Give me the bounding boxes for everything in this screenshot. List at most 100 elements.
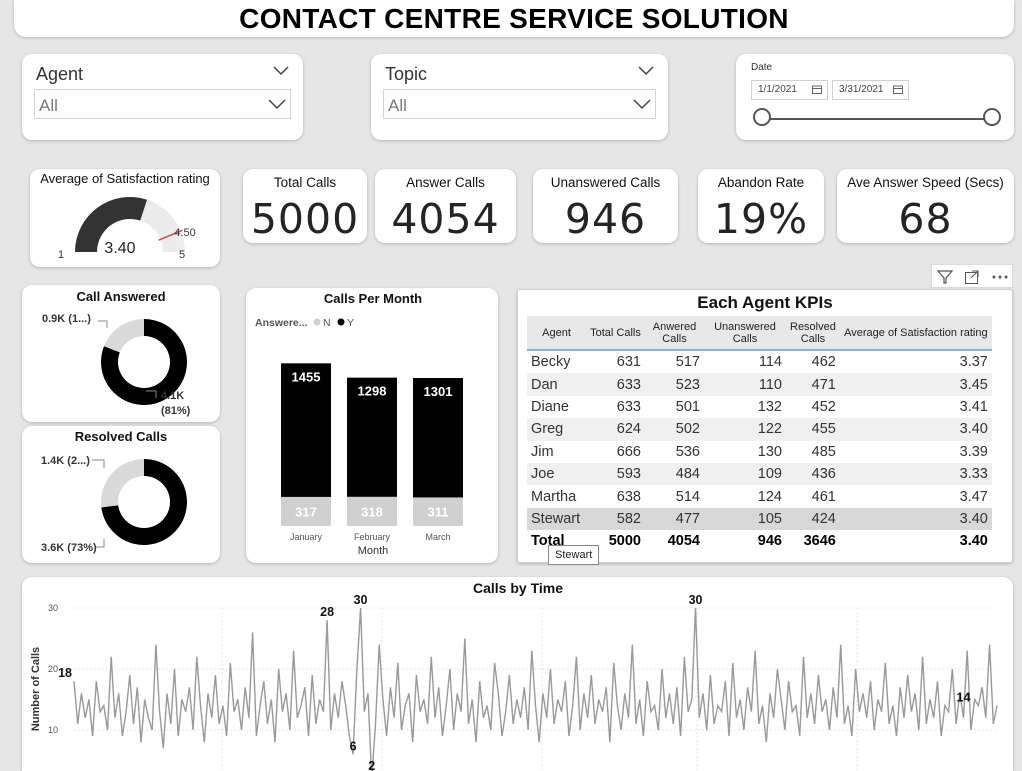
table-cell: 3.39 [959, 443, 988, 460]
table-cell: 5000 [608, 533, 641, 550]
table-cell: 114 [758, 354, 782, 371]
table-cell: 638 [616, 488, 641, 505]
table-cell: Dan [527, 373, 586, 396]
donut-slice-rest [100, 459, 144, 508]
table-cell: 3.41 [959, 398, 988, 415]
x-tick-label: January [290, 532, 323, 542]
donut-big-pct: (81%) [161, 405, 191, 417]
start-date-input[interactable]: 1/1/2021 [751, 80, 828, 100]
agent-slicer[interactable]: Agent All [22, 54, 303, 140]
table-row[interactable]: Jim 666 536 130 485 3.39 [527, 441, 992, 463]
donut-slice-main [100, 319, 187, 405]
focus-mode-icon[interactable] [964, 269, 980, 285]
table-cell: 3.47 [959, 488, 988, 505]
date-range-track[interactable] [762, 118, 994, 120]
row-tooltip: Stewart [548, 545, 600, 565]
data-label: 30 [354, 593, 368, 607]
agent-kpi-card: Each Agent KPIs Agent Total Calls Anwere… [517, 289, 1013, 563]
filter-icon[interactable] [937, 269, 953, 285]
legend-marker-n [313, 318, 321, 326]
data-label: 30 [689, 593, 703, 607]
table-cell: 484 [645, 462, 704, 486]
topic-dropdown[interactable]: All [383, 89, 656, 119]
gauge-title: Average of Satisfaction rating [40, 171, 210, 186]
bar-group: 1455 317 January 1298 318 February 1301 311 Marc… [281, 363, 463, 542]
chevron-down-icon[interactable] [633, 99, 651, 110]
more-options-icon[interactable] [991, 269, 1009, 285]
table-cell: 109 [704, 462, 786, 486]
kpi-label: Unanswered Calls [550, 175, 661, 190]
calendar-icon[interactable] [893, 85, 903, 94]
table-cell: 502 [645, 418, 704, 441]
bar-label-n: 318 [361, 504, 383, 519]
chevron-down-icon[interactable] [273, 66, 289, 76]
gauge-target-label: 4.50 [174, 227, 195, 239]
date-range-end-handle[interactable] [983, 108, 1001, 126]
column-header[interactable]: Unanswered Calls [704, 316, 786, 351]
data-label: 18 [58, 666, 72, 680]
leader-line [92, 459, 105, 468]
call-answered-donut: 0.9K (1...) 4.1K (81%) [42, 313, 191, 417]
table-row[interactable]: Martha 638 514 124 461 3.47 [527, 485, 992, 507]
donut-slice-main [101, 459, 187, 545]
gauge-value: 3.40 [104, 240, 135, 257]
title-banner: CONTACT CENTRE SERVICE SOLUTION [14, 0, 1014, 37]
calls-by-time-card: Calls by Time Number of Calls 10 20 30 18 2… [22, 577, 1013, 771]
annotations: 18 28 30 62 30 14 [58, 593, 970, 771]
table-cell: 3646 [803, 533, 836, 550]
x-tick-label: February [354, 532, 391, 542]
topic-slicer[interactable]: Topic All [371, 54, 668, 140]
table-cell: 452 [811, 398, 836, 415]
table-cell: 593 [586, 462, 645, 486]
calendar-icon[interactable] [812, 85, 822, 94]
table-cell: 424 [786, 507, 840, 531]
data-label: 6 [350, 739, 357, 753]
kpi-label: Total Calls [273, 175, 337, 190]
column-header[interactable]: Resolved Calls [786, 316, 840, 351]
calls-by-time-chart: Calls by Time Number of Calls 10 20 30 18 2… [30, 580, 998, 771]
date-range-start-handle[interactable] [753, 108, 771, 126]
table-total-row[interactable]: Total 5000 4054 946 3646 3.40 [527, 530, 992, 552]
chevron-down-icon[interactable] [268, 99, 286, 110]
bar-label-y: 1298 [358, 384, 387, 399]
topic-slicer-label: Topic [385, 64, 428, 84]
gauge-min-label: 1 [58, 249, 64, 261]
column-header[interactable]: Agent [527, 316, 586, 351]
column-header[interactable]: Anwered Calls [645, 316, 704, 351]
agent-dropdown[interactable]: All [34, 89, 291, 119]
end-date-input[interactable]: 3/31/2021 [832, 80, 909, 100]
gauge-target-marker [158, 229, 183, 241]
table-cell: 130 [757, 443, 782, 460]
bar-label-n: 317 [295, 504, 317, 519]
legend-title: Answere... [255, 317, 308, 329]
satisfaction-gauge-card: Average of Satisfaction rating 3.40 1 5 … [30, 169, 220, 267]
table-row[interactable]: Stewart 582 477 105 424 3.40 [527, 507, 992, 531]
chart-title: Calls Per Month [324, 291, 422, 306]
date-slicer[interactable]: Date 1/1/2021 3/31/2021 [736, 54, 1014, 140]
gauge-max-label: 5 [179, 249, 185, 261]
chevron-down-icon[interactable] [638, 66, 654, 76]
data-label: 28 [320, 605, 334, 619]
table-cell: 624 [586, 418, 645, 441]
leader-line [96, 539, 105, 548]
table-cell: 3.37 [959, 354, 988, 371]
y-tick-label: 20 [48, 664, 58, 674]
date-slicer-label: Date [751, 62, 773, 73]
table-row[interactable]: Dan 633 523 110 471 3.45 [527, 373, 992, 396]
table-row[interactable]: Joe 593 484 109 436 3.33 [527, 462, 992, 486]
column-header[interactable]: Average of Satisfaction rating [839, 316, 992, 351]
table-row[interactable]: Greg 624 502 122 455 3.40 [527, 418, 992, 441]
table-cell: 122 [704, 418, 786, 441]
table-cell: 514 [675, 488, 700, 505]
topic-dropdown-value: All [388, 96, 407, 115]
table-cell: 633 [586, 373, 645, 396]
column-header[interactable]: Total Calls [586, 316, 645, 351]
table-cell: 132 [757, 398, 782, 415]
agent-slicer-label: Agent [36, 64, 84, 84]
gauge-fill [75, 196, 147, 252]
kpi-answer-calls: Answer Calls 4054 [375, 169, 516, 243]
table-cell: 436 [786, 462, 840, 486]
table-row[interactable]: Diane 633 501 132 452 3.41 [527, 396, 992, 418]
leader-line [146, 390, 157, 398]
table-row[interactable]: Becky 631 517 114 462 3.37 [527, 350, 992, 373]
